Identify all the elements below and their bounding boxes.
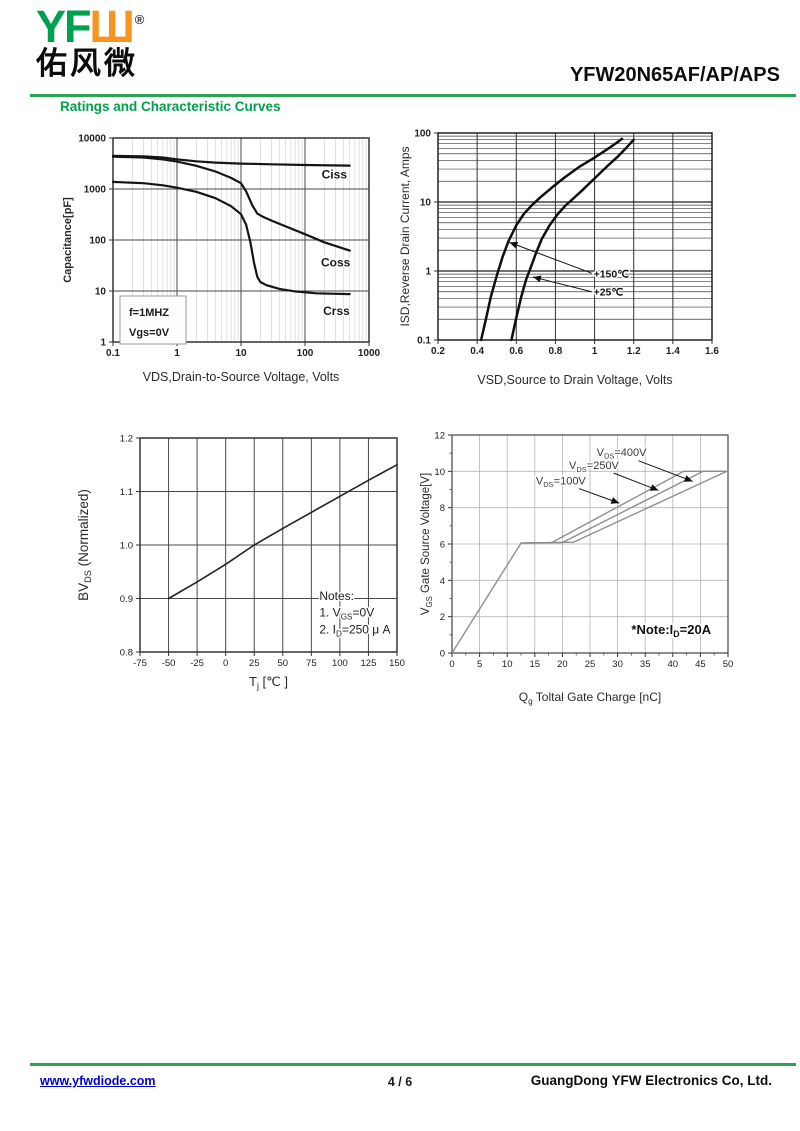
svg-text:100: 100 (332, 658, 348, 669)
svg-text:45: 45 (695, 659, 706, 670)
svg-text:VDS=400V: VDS=400V (597, 447, 648, 461)
svg-text:VGS Gate Source Voltage[V]: VGS Gate Source Voltage[V] (420, 473, 434, 615)
svg-text:1: 1 (100, 338, 106, 349)
svg-text:-25: -25 (190, 658, 204, 669)
footer-divider-line (30, 1063, 796, 1066)
capacitance-vs-vds-chart: 0.1 1 10 100 1000 1 10 100 1000 10000 VDS,Drain-to… (58, 112, 410, 413)
svg-text:10: 10 (235, 348, 247, 359)
svg-text:*Note:ID=20A: *Note:ID=20A (631, 622, 711, 639)
svg-text:BVDS (Normalized): BVDS (Normalized) (76, 489, 93, 601)
svg-text:100: 100 (89, 236, 106, 247)
svg-text:0.4: 0.4 (470, 346, 484, 357)
svg-text:125: 125 (361, 658, 377, 669)
yfw-logo: YFШ® 佑风微 (36, 4, 144, 81)
logo-wordmark: YFШ® (36, 4, 144, 49)
svg-text:Coss: Coss (321, 256, 351, 270)
svg-text:1: 1 (174, 348, 180, 359)
gate-charge-chart: 0 5 10 15 20 25 30 35 40 45 50 0 2 4 6 8 10 12 Qg Toltal G… (418, 418, 790, 723)
svg-text:30: 30 (612, 659, 623, 670)
svg-text:Capacitance[pF]: Capacitance[pF] (62, 197, 74, 283)
svg-text:25: 25 (249, 658, 260, 669)
svg-text:VDS,Drain-to-Source Voltage, V: VDS,Drain-to-Source Voltage, Volts (143, 370, 340, 384)
breakdown-voltage-vs-temperature-chart: -75 -50 -25 0 25 50 75 100 125 150 0.8 0.9 1.0 1.1 1.2… (58, 420, 422, 720)
svg-text:1: 1 (592, 346, 598, 357)
svg-text:0.2: 0.2 (431, 346, 445, 357)
website-link[interactable]: www.yfwdiode.com (40, 1074, 156, 1088)
svg-text:Notes:: Notes: (319, 589, 354, 603)
svg-text:Vgs=0V: Vgs=0V (129, 327, 170, 339)
registered-trademark-icon: ® (134, 12, 145, 27)
section-title: Ratings and Characteristic Curves (60, 99, 281, 114)
svg-text:1: 1 (425, 267, 431, 278)
svg-text:50: 50 (723, 659, 734, 670)
svg-text:100: 100 (414, 129, 431, 140)
svg-text:0.9: 0.9 (120, 594, 133, 605)
header-divider-line (30, 94, 796, 97)
svg-text:10000: 10000 (78, 134, 106, 145)
svg-text:50: 50 (277, 658, 288, 669)
svg-text:-50: -50 (162, 658, 176, 669)
svg-text:0.8: 0.8 (120, 648, 133, 659)
svg-text:25: 25 (585, 659, 596, 670)
svg-text:1.4: 1.4 (666, 346, 680, 357)
svg-text:0.6: 0.6 (509, 346, 523, 357)
svg-text:10: 10 (95, 287, 107, 298)
svg-text:2: 2 (440, 612, 445, 623)
svg-text:+150℃: +150℃ (594, 269, 630, 281)
svg-text:6: 6 (440, 540, 445, 551)
svg-text:1.2: 1.2 (627, 346, 641, 357)
svg-text:1000: 1000 (84, 185, 107, 196)
logo-chinese-name: 佑风微 (36, 46, 138, 81)
svg-text:2. ID=250 μ A: 2. ID=250 μ A (319, 623, 390, 639)
svg-text:35: 35 (640, 659, 651, 670)
svg-text:Crss: Crss (323, 304, 350, 318)
svg-text:8: 8 (440, 503, 445, 514)
svg-text:VSD,Source to Drain Voltage, V: VSD,Source to Drain Voltage, Volts (477, 373, 672, 387)
svg-text:40: 40 (668, 659, 679, 670)
svg-text:VDS=100V: VDS=100V (536, 475, 587, 489)
svg-text:10: 10 (434, 467, 445, 478)
svg-text:4: 4 (440, 576, 445, 587)
svg-text:0: 0 (449, 659, 454, 670)
svg-text:+25℃: +25℃ (594, 287, 624, 299)
svg-text:20: 20 (557, 659, 568, 670)
svg-text:12: 12 (434, 431, 445, 442)
svg-text:Ciss: Ciss (322, 168, 348, 182)
svg-text:f=1MHZ: f=1MHZ (129, 307, 169, 319)
logo-text-yf: YF (36, 1, 91, 52)
svg-text:1.2: 1.2 (120, 434, 133, 445)
company-name: GuangDong YFW Electronics Co, Ltd. (530, 1073, 772, 1088)
svg-text:1.6: 1.6 (705, 346, 719, 357)
svg-text:10: 10 (420, 198, 432, 209)
svg-text:Qg Toltal Gate Charge [nC]: Qg Toltal Gate Charge [nC] (519, 690, 661, 706)
svg-text:ISD,Reverse Drain Current, Amp: ISD,Reverse Drain Current, Amps (398, 146, 412, 326)
svg-text:100: 100 (297, 348, 314, 359)
svg-text:Tj [℃ ]: Tj [℃ ] (249, 674, 288, 691)
svg-text:10: 10 (502, 659, 513, 670)
logo-w-glyph: Ш (89, 1, 135, 52)
reverse-drain-current-chart: 0.2 0.4 0.6 0.8 1 1.2 1.4 1.6 0.1 1 10 100 VSD,Sourc… (398, 108, 762, 413)
svg-text:150: 150 (389, 658, 405, 669)
svg-text:5: 5 (477, 659, 482, 670)
page-indicator: 4 / 6 (387, 1075, 413, 1089)
svg-text:0: 0 (223, 658, 228, 669)
svg-text:1.0: 1.0 (120, 541, 133, 552)
svg-text:1.1: 1.1 (120, 487, 133, 498)
svg-text:15: 15 (530, 659, 541, 670)
part-number-title: YFW20N65AF/AP/APS (569, 64, 780, 86)
svg-text:75: 75 (306, 658, 317, 669)
svg-text:0.1: 0.1 (106, 348, 120, 359)
svg-text:-75: -75 (133, 658, 147, 669)
svg-text:VDS=250V: VDS=250V (569, 460, 620, 474)
svg-text:1000: 1000 (358, 348, 381, 359)
svg-text:0: 0 (440, 649, 445, 660)
svg-text:0.1: 0.1 (417, 336, 431, 347)
svg-text:1. VGS=0V: 1. VGS=0V (319, 606, 374, 622)
svg-text:0.8: 0.8 (548, 346, 562, 357)
